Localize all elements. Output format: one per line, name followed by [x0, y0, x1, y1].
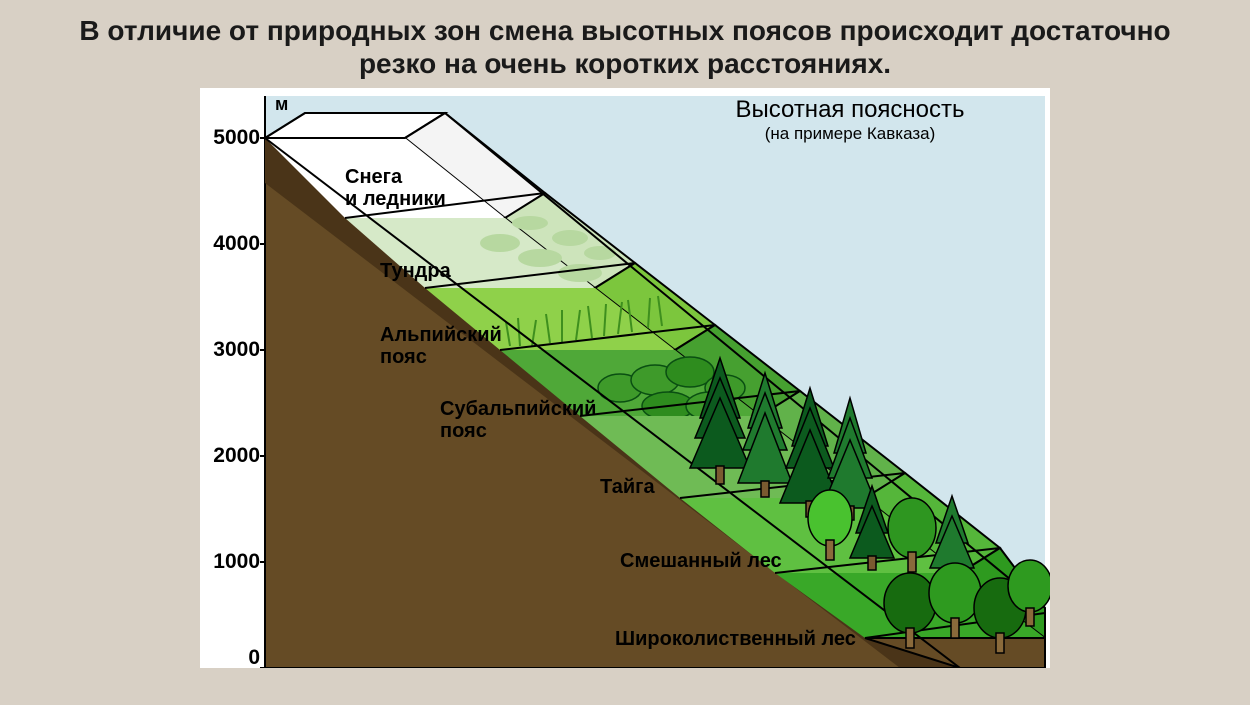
page-heading: В отличие от природных зон смена высотны…	[60, 0, 1190, 88]
diagram-subtitle: (на примере Кавказа)	[670, 124, 1030, 144]
label-mixed: Смешанный лес	[620, 550, 782, 572]
label-taiga: Тайга	[600, 476, 655, 498]
diagram-svg	[200, 88, 1050, 668]
tick-2000: 2000	[200, 444, 260, 468]
tick-1000: 1000	[200, 550, 260, 574]
tick-5000: 5000	[200, 126, 260, 150]
tick-3000: 3000	[200, 338, 260, 362]
axis-unit: м	[275, 94, 288, 115]
diagram-title: Высотная поясность	[670, 96, 1030, 124]
label-alpine: Альпийский пояс	[380, 324, 502, 368]
label-snow: Снега и ледники	[345, 166, 446, 210]
label-tundra: Тундра	[380, 260, 451, 282]
label-broadleaf: Широколиственный лес	[615, 628, 856, 650]
tick-0: 0	[200, 646, 260, 670]
label-subalpine: Субальпийский пояс	[440, 398, 596, 442]
tick-4000: 4000	[200, 232, 260, 256]
diagram-panel: Высотная поясность (на примере Кавказа) …	[200, 88, 1050, 668]
